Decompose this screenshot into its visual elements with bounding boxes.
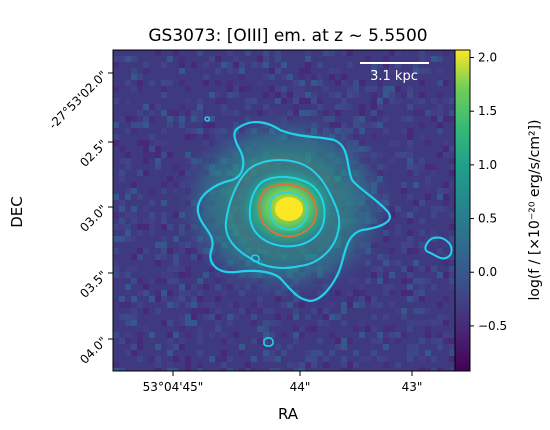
contour-level-3 xyxy=(248,176,326,248)
contour-level-1 xyxy=(196,121,391,302)
colorbar-tick-label: 1.5 xyxy=(478,104,497,118)
colorbar: 2.0 1.5 1.0 0.5 0.0 −0.5 log(f / [×10⁻²⁰ erg/… xyxy=(454,49,543,372)
colorbar-tick-label: −0.5 xyxy=(478,319,507,333)
colorbar-label: log(f / [×10⁻²⁰ erg/s/cm²]) xyxy=(527,119,543,300)
contour-level-5 xyxy=(268,191,309,231)
scale-bar-label: 3.1 kpc xyxy=(370,69,418,84)
colorbar-tick-label: 2.0 xyxy=(478,51,497,65)
x-tick-label: 44" xyxy=(290,380,311,394)
contour-blob-left xyxy=(251,254,260,263)
colorbar-tick-label: 0.5 xyxy=(478,212,497,226)
chart-title: GS3073: [OIII] em. at z ~ 5.5500 xyxy=(148,26,427,46)
y-axis-label: DEC xyxy=(8,196,26,228)
contour-blob-bottom xyxy=(263,337,274,347)
x-tick-label: 53°04'45" xyxy=(143,380,204,394)
y-axis: -27°53'02.0" 02.5" 03.0" 03.5" 04.0" DEC xyxy=(8,68,113,367)
colorbar-tick-label: 1.0 xyxy=(478,158,497,172)
colorbar-tick-label: 0.0 xyxy=(478,265,497,279)
contour-blob-right xyxy=(424,236,453,260)
y-tick-label: 02.5" xyxy=(77,137,110,170)
plot-area: 3.1 kpc xyxy=(113,50,455,371)
y-tick-label: 03.5" xyxy=(77,268,110,301)
x-axis-label: RA xyxy=(278,405,299,423)
colorbar-gradient xyxy=(454,49,471,372)
contour-blob-small xyxy=(204,116,210,122)
x-tick-label: 43" xyxy=(402,380,423,394)
y-tick-label: 03.0" xyxy=(77,202,110,235)
colorbar-ticks: 2.0 1.5 1.0 0.5 0.0 −0.5 xyxy=(470,51,507,333)
emission-core xyxy=(275,197,303,221)
x-axis: 53°04'45" 44" 43" RA xyxy=(143,371,423,423)
y-tick-label: -27°53'02.0" xyxy=(46,68,110,132)
y-tick-label: 04.0" xyxy=(77,334,110,367)
contour-level-2 xyxy=(224,159,341,269)
contours xyxy=(196,116,453,347)
contour-level-4 xyxy=(258,183,317,238)
